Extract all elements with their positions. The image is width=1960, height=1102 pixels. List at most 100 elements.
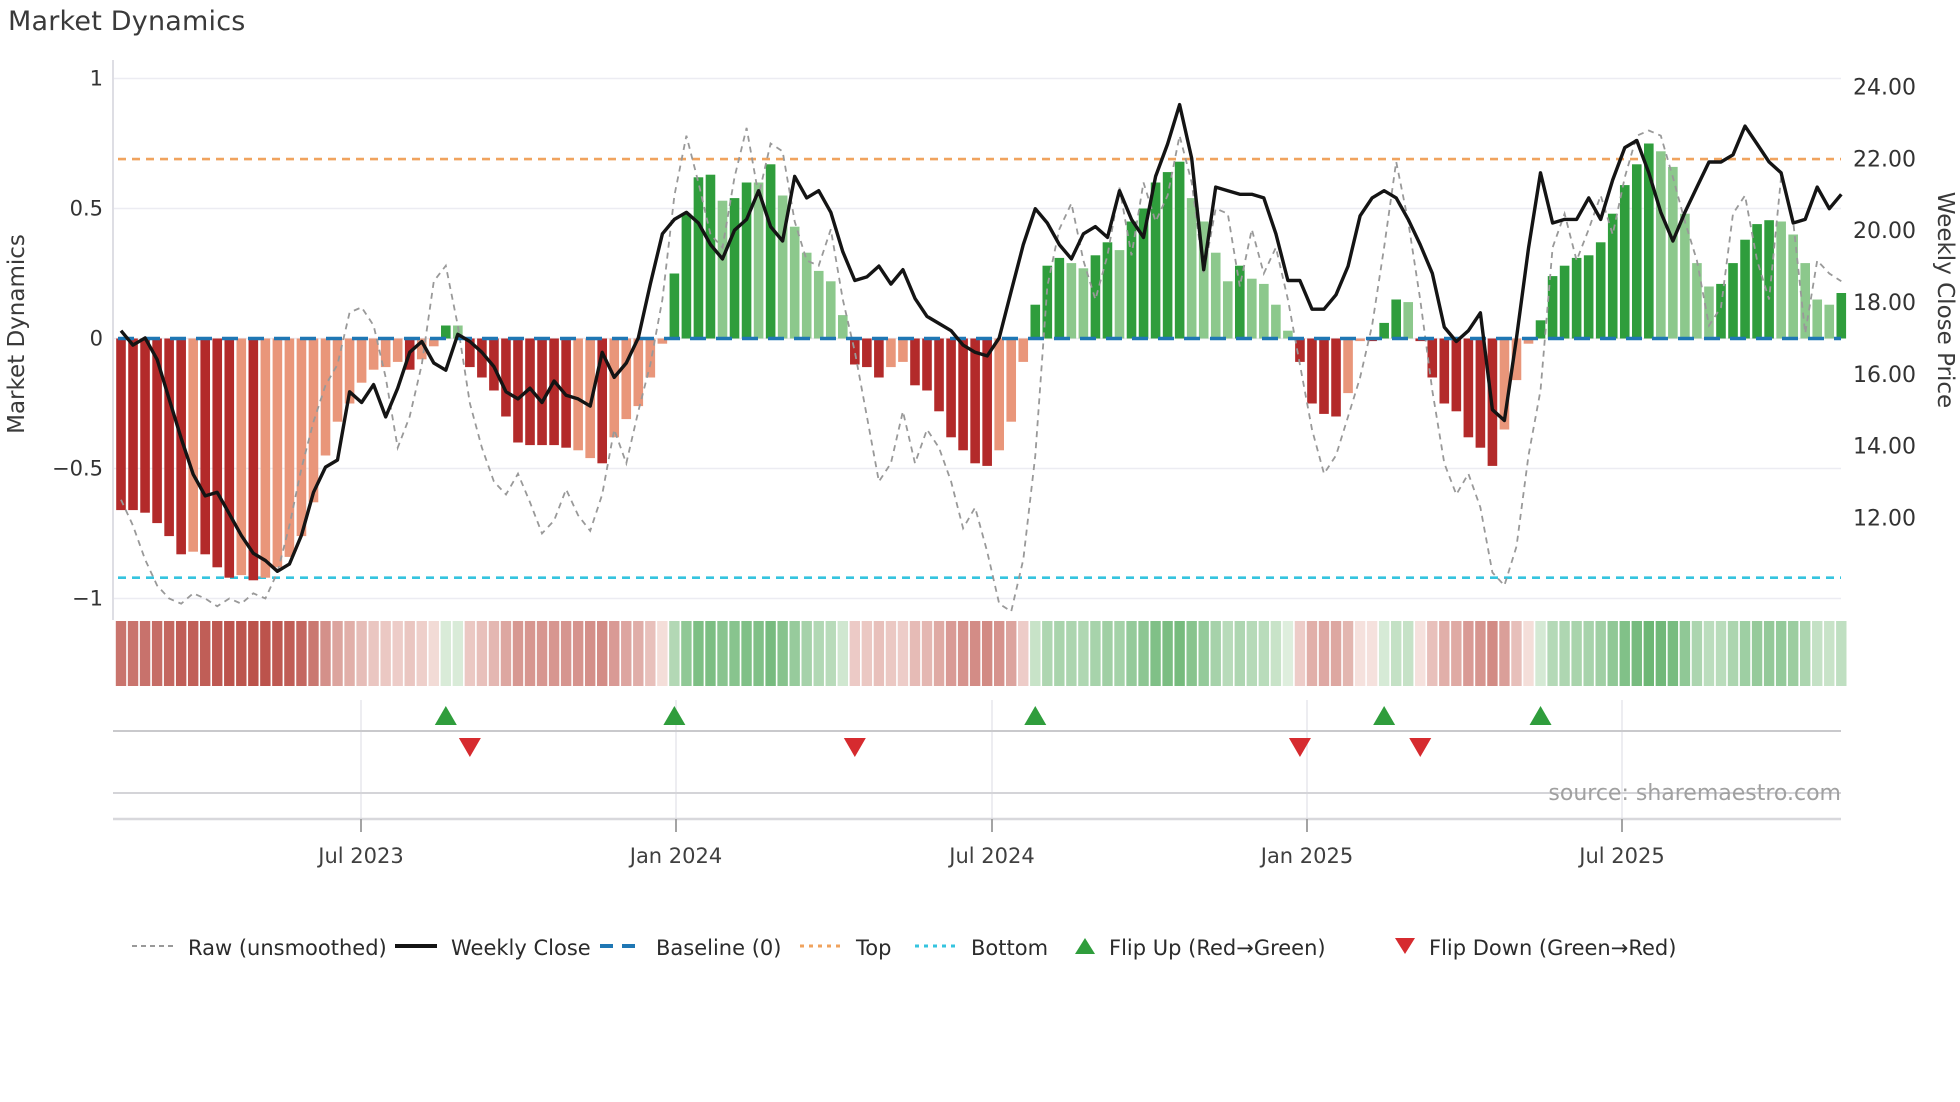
weekly-bar xyxy=(777,195,788,339)
weekly-bar xyxy=(1030,304,1041,339)
heatmap-cell xyxy=(548,621,560,686)
heatmap-cell xyxy=(356,621,367,686)
heatmap-cell xyxy=(1030,621,1041,686)
weekly-bar xyxy=(801,252,812,339)
dashed-gray-line-icon xyxy=(130,936,176,960)
heatmap-cell xyxy=(200,621,211,686)
weekly-bar xyxy=(477,338,487,378)
heatmap-cell xyxy=(1739,621,1751,686)
legend-item: Raw (unsmoothed) xyxy=(130,920,387,975)
weekly-bar xyxy=(1824,304,1835,339)
heatmap-cell xyxy=(296,621,307,686)
weekly-bar xyxy=(1222,281,1233,339)
heatmap-cell xyxy=(801,621,812,686)
weekly-bar xyxy=(416,338,427,360)
heatmap-cell xyxy=(1354,621,1366,686)
weekly-bar xyxy=(224,338,235,578)
heatmap-cell xyxy=(693,621,704,686)
heatmap-cell xyxy=(669,621,680,686)
weekly-bar xyxy=(1740,239,1750,339)
heatmap-cell xyxy=(1270,621,1282,686)
heatmap-cell xyxy=(1342,621,1354,686)
weekly-bar xyxy=(200,338,211,555)
heatmap-cell xyxy=(572,621,584,686)
heatmap-cell xyxy=(127,621,139,686)
heatmap-cell xyxy=(993,621,1005,686)
weekly-bar xyxy=(946,338,956,438)
legend-item: Baseline (0) xyxy=(598,920,781,975)
weekly-bar xyxy=(934,338,944,412)
left-axis-title: Market Dynamics xyxy=(4,234,30,434)
heatmap-cell xyxy=(175,621,187,686)
weekly-bar xyxy=(212,338,223,568)
heatmap-cell xyxy=(1667,621,1679,686)
page-title: Market Dynamics xyxy=(8,6,246,37)
heatmap-cell xyxy=(1607,621,1618,686)
heatmap-cell xyxy=(1162,621,1173,686)
weekly-bar xyxy=(1535,320,1546,339)
heatmap-cell xyxy=(272,621,283,686)
weekly-bar xyxy=(982,338,992,466)
weekly-bar xyxy=(1511,338,1522,381)
right-axis-tick-label: 22.00 xyxy=(1853,147,1916,172)
weekly-bar xyxy=(609,338,620,438)
weekly-bar xyxy=(1728,263,1738,339)
heatmap-cell xyxy=(1186,621,1197,686)
weekly-bar xyxy=(1234,265,1245,339)
heatmap-cell xyxy=(765,621,776,686)
legend-item: Bottom xyxy=(913,920,1048,975)
weekly-bar xyxy=(585,338,595,459)
heatmap-strip xyxy=(115,621,1847,686)
weekly-bar xyxy=(1668,166,1678,339)
heatmap-cell xyxy=(1463,621,1474,686)
weekly-bar xyxy=(1559,265,1570,339)
heatmap-cell xyxy=(320,621,331,686)
heatmap-cell xyxy=(1679,621,1691,686)
heatmap-cell xyxy=(1330,621,1342,686)
heatmap-cell xyxy=(212,621,223,686)
chart-legend: Raw (unsmoothed) Weekly Close Baseline (0)… xyxy=(0,920,1960,975)
weekly-bar xyxy=(1583,255,1594,339)
heatmap-cell xyxy=(1114,621,1125,686)
weekly-bar xyxy=(1439,338,1450,404)
heatmap-cell xyxy=(1246,621,1258,686)
right-axis-tick-label: 18.00 xyxy=(1853,291,1916,316)
heatmap-cell xyxy=(524,621,536,686)
heatmap-cell xyxy=(969,621,981,686)
weekly-bar xyxy=(140,338,150,513)
weekly-bar xyxy=(1812,299,1823,339)
weekly-bar xyxy=(1042,265,1053,339)
weekly-bar xyxy=(1571,257,1582,339)
weekly-bar xyxy=(1607,213,1618,339)
flip-up-marker xyxy=(1024,706,1047,725)
heatmap-cell xyxy=(1066,621,1077,686)
weekly-bar xyxy=(1451,338,1462,412)
heatmap-cell xyxy=(873,621,885,686)
heatmap-cell xyxy=(933,621,945,686)
price-line xyxy=(119,102,1843,573)
weekly-bar xyxy=(958,338,968,451)
weekly-bar xyxy=(898,338,908,362)
heatmap-cell xyxy=(921,621,933,686)
weekly-bar xyxy=(693,177,704,339)
weekly-bar xyxy=(1006,338,1017,422)
heatmap-cell xyxy=(368,621,379,686)
heatmap-cell xyxy=(597,621,608,686)
weekly-bar xyxy=(1800,263,1810,339)
weekly-bar xyxy=(1680,213,1690,339)
flip-up-marker xyxy=(1373,706,1396,725)
weekly-bar xyxy=(1343,338,1353,394)
x-axis-tick-label: Jan 2025 xyxy=(1259,844,1354,868)
weekly-bar xyxy=(537,338,547,446)
heatmap-cell xyxy=(1415,621,1426,686)
heatmap-cell xyxy=(945,621,957,686)
heatmap-cell xyxy=(1571,621,1582,686)
solid-black-line-icon xyxy=(393,936,439,960)
weekly-bar xyxy=(1355,338,1365,342)
flip-down-marker xyxy=(1409,738,1432,757)
heatmap-cell xyxy=(1451,621,1462,686)
flip-down-marker xyxy=(458,738,481,757)
heatmap-cell xyxy=(1090,621,1101,686)
weekly-bar xyxy=(128,338,138,511)
